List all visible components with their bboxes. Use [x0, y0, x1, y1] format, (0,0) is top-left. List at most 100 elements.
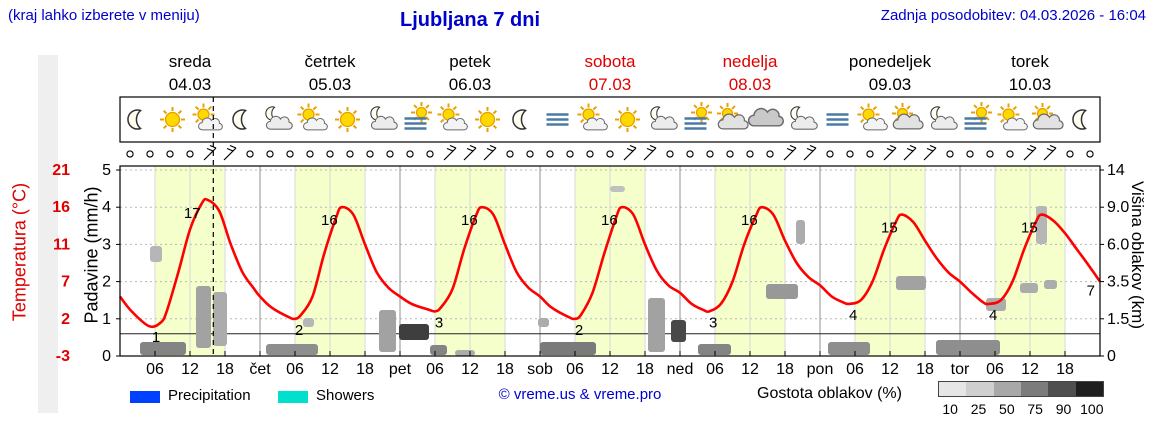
- x-tick-label: pon: [807, 361, 834, 378]
- cloud-blob: [538, 318, 549, 327]
- density-tick-label: 25: [970, 401, 987, 417]
- wind-calm-icon: [306, 150, 314, 158]
- wind-calm-icon: [866, 150, 874, 158]
- temp-min-label: 1: [152, 329, 160, 346]
- x-tick-label: 06: [846, 361, 864, 378]
- wind-calm-icon: [846, 150, 854, 158]
- weather-icon-sun-cloud: [192, 103, 223, 131]
- cloud-blob: [399, 324, 429, 340]
- density-gradient-segment: [939, 382, 967, 396]
- density-gradient-segment: [1048, 382, 1076, 396]
- x-tick-label: 18: [496, 361, 514, 378]
- wind-barb-icon: [223, 144, 237, 161]
- wind-calm-icon: [1066, 150, 1074, 158]
- showers-legend-label: Showers: [316, 387, 375, 404]
- cloud-blob: [266, 344, 318, 355]
- wind-calm-icon: [666, 150, 674, 158]
- temp-max-label: 15: [1021, 220, 1038, 237]
- wind-calm-icon: [266, 150, 274, 158]
- precipitation-legend-label: Precipitation: [168, 387, 251, 404]
- wind-barb-icon: [623, 144, 637, 161]
- x-tick-label: 06: [566, 361, 584, 378]
- last-update-text: Zadnja posodobitev: 04.03.2026 - 16:04: [880, 7, 1146, 24]
- weather-icon-fog: [546, 113, 569, 126]
- wind-calm-icon: [726, 150, 734, 158]
- cloud-blob: [698, 344, 731, 355]
- day-header-torek: torek 10.03: [960, 52, 1100, 95]
- wind-barb-icon: [463, 144, 477, 161]
- density-tick-label: 75: [1027, 401, 1043, 417]
- cloud-blob: [303, 318, 314, 327]
- x-tick-label: 18: [636, 361, 654, 378]
- day-name: nedelja: [722, 52, 778, 71]
- cloud-blob: [671, 320, 686, 342]
- wind-barb-icon: [903, 144, 917, 161]
- wind-barb-icon: [643, 144, 657, 161]
- day-name: petek: [449, 52, 491, 71]
- wind-barb-icon: [923, 144, 937, 161]
- temp-tick-label: 16: [52, 199, 70, 216]
- wind-calm-icon: [286, 150, 294, 158]
- x-tick-label: 18: [216, 361, 234, 378]
- x-tick-label: 12: [881, 361, 899, 378]
- x-tick-label: 18: [356, 361, 374, 378]
- wind-calm-icon: [706, 150, 714, 158]
- day-header-sreda: sreda 04.03: [120, 52, 260, 95]
- day-headers: sreda 04.03 četrtek 05.03 petek 06.03 sobota 07…: [120, 52, 1100, 98]
- wind-calm-icon: [166, 150, 174, 158]
- temp-min-label: 2: [295, 322, 303, 339]
- density-gradient-segment: [1075, 382, 1103, 396]
- precip-tick-label: 5: [102, 162, 111, 179]
- wind-barb-icon: [443, 144, 457, 161]
- x-tick-label: 12: [321, 361, 339, 378]
- day-date: 08.03: [728, 75, 772, 94]
- cloud-density-label: Gostota oblakov (%): [757, 385, 902, 402]
- wind-calm-icon: [526, 150, 534, 158]
- weather-icon-cloud-sun: [1032, 103, 1064, 130]
- temp-tick-label: -3: [56, 348, 70, 365]
- wind-calm-icon: [766, 150, 774, 158]
- weather-icon-sun: [160, 107, 185, 132]
- x-tick-label: 12: [741, 361, 759, 378]
- temp-min-label: 4: [989, 307, 997, 324]
- wind-calm-icon: [746, 150, 754, 158]
- wind-calm-icon: [326, 150, 334, 158]
- day-header-sobota: sobota 07.03: [540, 52, 680, 95]
- x-tick-label: ned: [667, 361, 694, 378]
- x-tick-label: 12: [461, 361, 479, 378]
- temp-max-label: 16: [321, 212, 338, 229]
- cloud-blob: [213, 292, 227, 346]
- day-date: 05.03: [308, 75, 352, 94]
- precipitation-swatch: [130, 391, 160, 403]
- temp-max-label: 16: [461, 212, 478, 229]
- cloud-density-gradient: [938, 381, 1104, 397]
- x-tick-label: sob: [527, 361, 553, 378]
- density-tick-label: 50: [999, 401, 1015, 417]
- day-name: ponedeljek: [848, 52, 932, 71]
- x-tick-label: 06: [146, 361, 164, 378]
- day-date: 07.03: [588, 75, 632, 94]
- x-tick-label: 06: [426, 361, 444, 378]
- weather-icon-cloud-moon: [370, 106, 398, 130]
- temp-max-label: 17: [184, 205, 201, 222]
- wind-barb-icon: [1023, 144, 1037, 161]
- cloud-tick-label: 0: [1107, 348, 1116, 365]
- page-title: Ljubljana 7 dni: [399, 9, 540, 31]
- wind-calm-icon: [986, 150, 994, 158]
- weather-icon-fog-sun: [964, 102, 992, 130]
- cloud-blob: [936, 340, 1000, 355]
- weather-icon-sun: [475, 107, 500, 132]
- weather-icon-sun-cloud: [997, 103, 1028, 131]
- cloud-blob: [150, 246, 162, 262]
- day-name: torek: [1011, 52, 1049, 71]
- x-tick-label: 18: [776, 361, 794, 378]
- wind-calm-icon: [186, 150, 194, 158]
- weather-icon-moon: [1072, 109, 1087, 130]
- copyright-link[interactable]: © vreme.us & vreme.pro: [498, 386, 662, 403]
- weather-icon-moon: [512, 109, 527, 130]
- temp-min-label: 2: [575, 322, 583, 339]
- x-tick-label: čet: [249, 361, 271, 378]
- wind-calm-icon: [406, 150, 414, 158]
- wind-calm-icon: [366, 150, 374, 158]
